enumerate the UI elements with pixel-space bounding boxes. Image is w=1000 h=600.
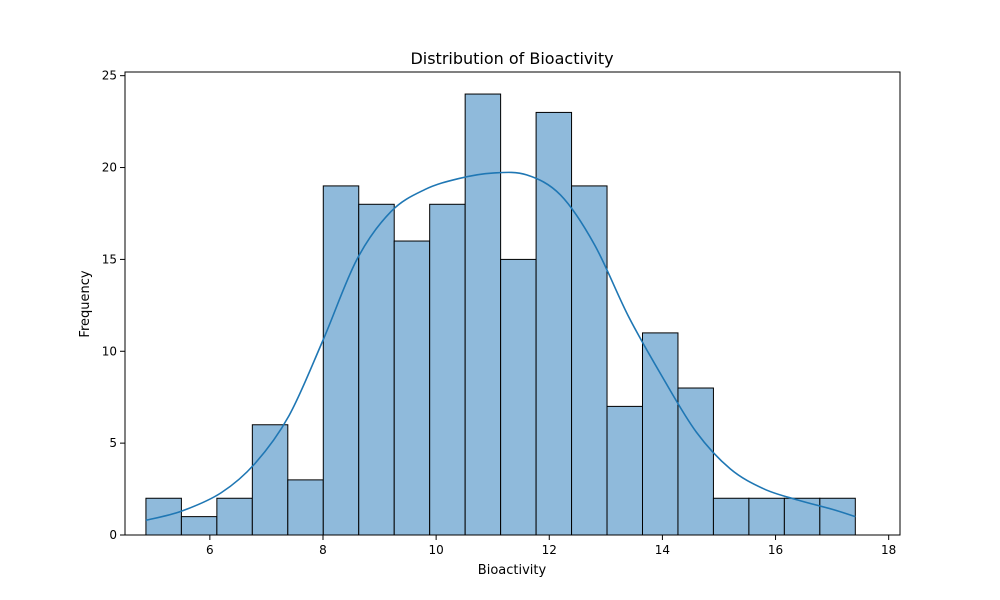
histogram-bar <box>393 240 431 536</box>
y-tick-label: 20 <box>102 161 117 175</box>
histogram-bar <box>641 332 679 536</box>
x-tick-label: 10 <box>428 543 443 557</box>
histogram-bar <box>216 497 253 536</box>
y-tick-label: 25 <box>102 69 117 83</box>
histogram-bar <box>819 497 856 536</box>
x-tick-label: 16 <box>768 543 783 557</box>
histogram-bar <box>251 424 289 536</box>
x-tick-label: 12 <box>542 543 557 557</box>
histogram-bar <box>180 516 218 536</box>
x-tick-label: 14 <box>655 543 670 557</box>
plot-frame <box>124 71 901 536</box>
y-tick-label: 0 <box>109 528 117 542</box>
x-axis: 6 8 10 12 14 16 18 <box>206 535 896 557</box>
y-axis-label: Frequency <box>78 270 93 337</box>
histogram-bar <box>712 497 750 536</box>
kde-line <box>145 171 856 522</box>
x-tick-label: 18 <box>881 543 896 557</box>
histogram-bar <box>571 185 608 536</box>
histogram-bar <box>287 479 324 536</box>
histogram-bar <box>464 93 502 536</box>
histogram-bar <box>358 203 395 536</box>
chart-title: Distribution of Bioactivity <box>410 49 613 68</box>
histogram-bar <box>535 111 573 536</box>
y-tick-label: 15 <box>102 252 117 266</box>
histogram-bar <box>748 497 785 536</box>
x-tick-label: 8 <box>319 543 327 557</box>
histogram-bar <box>677 387 714 536</box>
histogram-bar <box>429 203 466 536</box>
x-tick-label: 6 <box>206 543 214 557</box>
bars-group <box>145 93 856 536</box>
kde-group <box>145 171 856 522</box>
y-tick-label: 10 <box>102 344 117 358</box>
y-axis: 0 5 10 15 20 25 <box>102 69 125 542</box>
histogram-bar <box>322 185 360 536</box>
histogram-bar <box>500 258 537 536</box>
y-tick-label: 5 <box>109 436 117 450</box>
x-axis-label: Bioactivity <box>478 563 547 578</box>
histogram-bar <box>606 405 643 536</box>
